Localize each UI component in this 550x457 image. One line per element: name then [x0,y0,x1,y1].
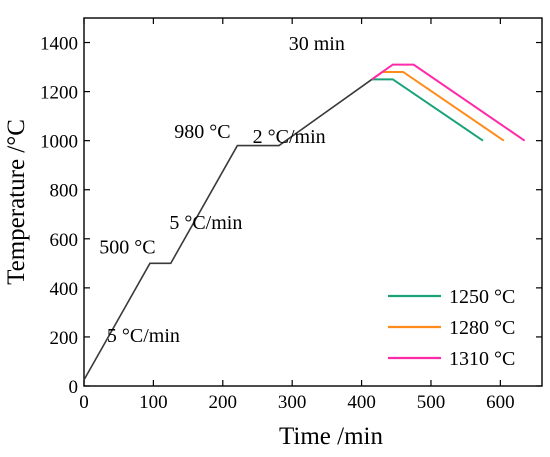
plot-frame [83,17,543,387]
annotation-label: 500 °C [99,237,155,259]
y-tick-label: 800 [50,181,79,202]
annotation-label: 5 °C/min [169,212,242,234]
y-tick-label: 0 [69,377,79,398]
x-tick-label: 500 [417,392,446,413]
heating-path-line [83,78,373,381]
annotation-label: 2 °C/min [253,126,326,148]
legend-label: 1250 °C [449,286,515,308]
series-line [371,63,526,142]
legend: 1250 °C 1280 °C 1310 °C [388,286,515,370]
legend-label: 1280 °C [449,317,515,339]
x-tick-label: 300 [278,392,307,413]
y-axis-title: Temperature /°C [3,119,30,285]
annotations: 5 °C/min 500 °C 5 °C/min 980 °C 2 °C/min 30 m… [99,33,345,347]
x-tick-label: 600 [486,392,515,413]
x-tick-label: 200 [209,392,238,413]
annotation-label: 980 °C [174,121,230,143]
annotation-label: 5 °C/min [107,325,180,347]
x-tick-label: 400 [347,392,376,413]
y-tick-label: 400 [50,279,79,300]
y-tick-label: 600 [50,230,79,251]
series-lines [83,63,526,381]
tick-labels: 0 100 200 300 400 500 600 0 200 400 600 800 1000 1200… [40,34,515,413]
axis-ticks [83,18,542,387]
y-tick-label: 1000 [40,132,78,153]
y-tick-label: 1200 [40,83,78,104]
annotation-label: 30 min [289,33,345,55]
series-line [371,78,484,142]
x-tick-label: 100 [139,392,168,413]
y-tick-label: 200 [50,328,79,349]
legend-label: 1310 °C [449,348,515,370]
x-tick-label: 0 [79,392,89,413]
y-tick-label: 1400 [40,34,78,55]
x-axis-title: Time /min [279,423,383,450]
